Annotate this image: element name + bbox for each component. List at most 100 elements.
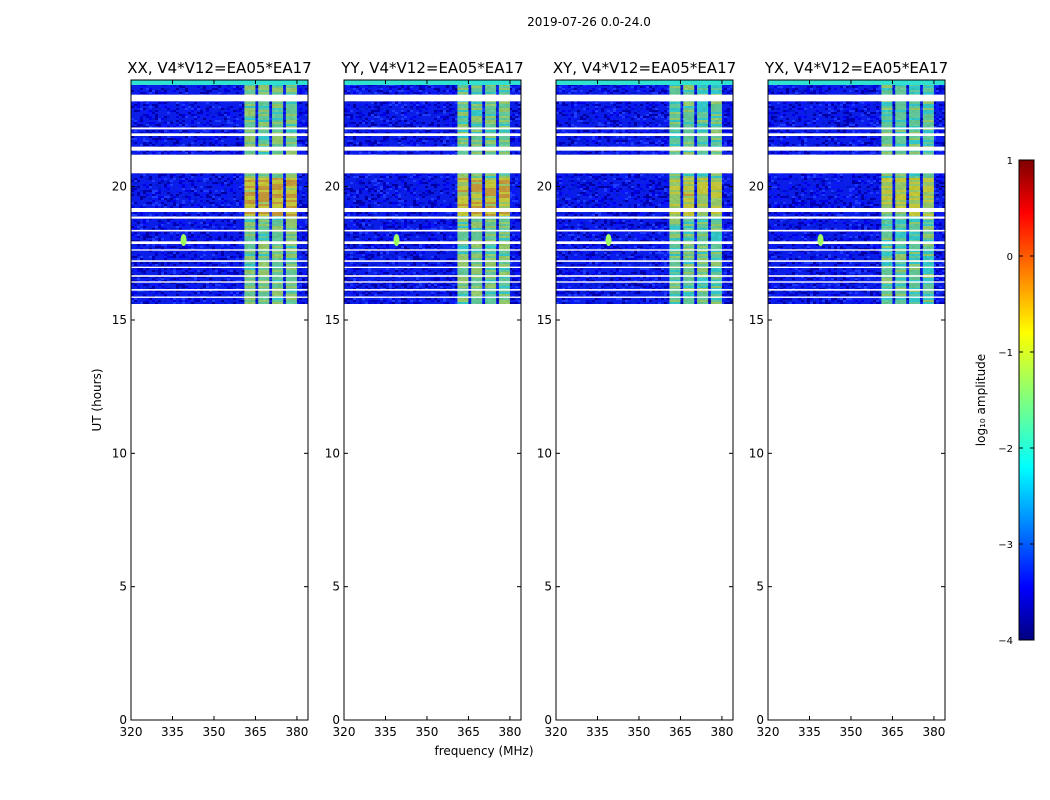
noise-cell [452,126,455,128]
noise-cell [230,152,233,154]
band-cell [258,258,270,260]
noise-cell [269,142,272,144]
noise-cell [179,92,182,94]
band-cell [272,138,284,140]
noise-cell [158,226,161,228]
noise-cell [176,190,179,192]
noise-cell [209,232,212,234]
noise-cell [140,126,143,128]
noise-cell [224,136,227,138]
noise-cell [401,90,404,92]
noise-cell [134,220,137,222]
noise-cell [161,220,164,222]
noise-cell [428,144,431,146]
noise-cell [179,122,182,124]
noise-cell [140,196,143,198]
noise-cell [221,186,224,188]
noise-cell [386,110,389,112]
band-cell [258,180,270,182]
noise-cell [380,150,383,152]
noise-cell [146,220,149,222]
noise-cell [203,186,206,188]
band-cell [244,300,256,302]
band-cell [244,290,256,292]
noise-cell [203,194,206,196]
noise-cell [131,300,134,302]
noise-cell [179,246,182,248]
noise-cell [164,130,167,132]
noise-cell [356,126,359,128]
noise-cell [194,114,197,116]
noise-cell [206,110,209,112]
noise-cell [440,112,443,114]
noise-cell [131,278,134,280]
noise-cell [239,224,242,226]
noise-cell [209,144,212,146]
noise-cell [230,280,233,282]
noise-cell [398,152,401,154]
noise-cell [194,102,197,104]
noise-cell [155,234,158,236]
noise-cell [380,110,383,112]
noise-cell [233,302,236,304]
noise-cell [188,246,191,248]
noise-cell [209,186,212,188]
noise-cell [140,90,143,92]
band-cell [244,186,256,188]
noise-cell [155,252,158,254]
noise-cell [224,114,227,116]
noise-cell [143,302,146,304]
noise-cell [422,136,425,138]
band-cell [244,234,256,236]
noise-cell [254,250,257,252]
flagged-row [131,216,308,219]
noise-cell [155,184,158,186]
noise-cell [398,104,401,106]
noise-cell [176,288,179,290]
noise-cell [467,126,470,128]
noise-cell [425,112,428,114]
noise-cell [143,226,146,228]
noise-cell [221,226,224,228]
band-cell [258,234,270,236]
noise-cell [152,196,155,198]
noise-cell [146,236,149,238]
noise-cell [194,240,197,242]
noise-cell [140,268,143,270]
noise-cell [149,184,152,186]
noise-cell [203,228,206,230]
noise-cell [515,126,518,128]
noise-cell [149,92,152,94]
noise-cell [140,86,143,88]
noise-cell [149,106,152,108]
noise-cell [134,256,137,258]
noise-cell [428,90,431,92]
noise-cell [191,106,194,108]
noise-cell [206,194,209,196]
band-cell [244,192,256,194]
noise-cell [230,140,233,142]
noise-cell [215,142,218,144]
noise-cell [305,212,308,214]
band-cell [272,110,284,112]
noise-cell [299,256,302,258]
noise-cell [302,252,305,254]
noise-cell [221,220,224,222]
noise-cell [455,136,458,138]
band-cell [285,116,297,118]
noise-cell [158,176,161,178]
noise-cell [155,232,158,234]
band-cell [244,124,256,126]
band-cell [272,88,284,90]
noise-cell [149,264,152,266]
band-cell [244,104,256,106]
noise-cell [170,218,173,220]
noise-cell [170,194,173,196]
noise-cell [158,232,161,234]
noise-cell [254,290,257,292]
noise-cell [233,298,236,300]
noise-cell [401,118,404,120]
noise-cell [236,92,239,94]
noise-cell [395,122,398,124]
band-cell [244,224,256,226]
